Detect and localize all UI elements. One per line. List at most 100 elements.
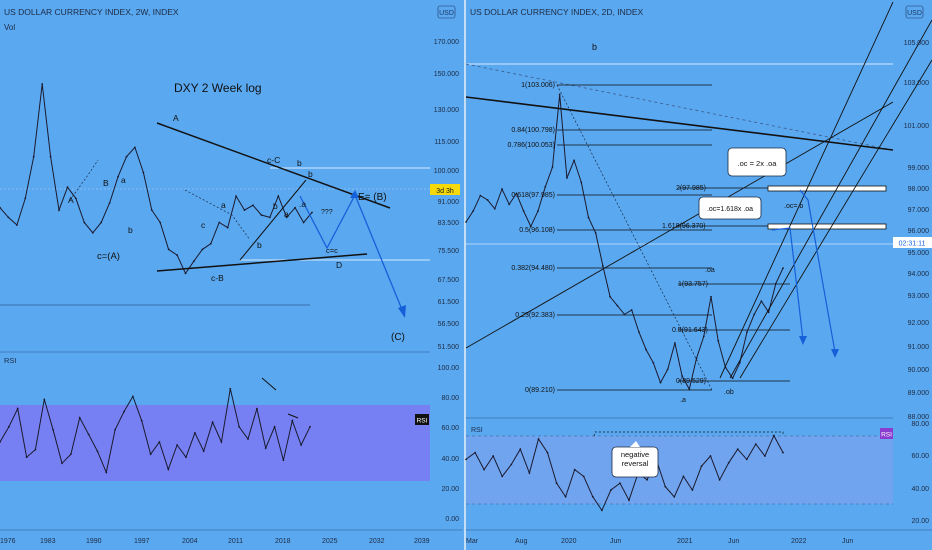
right-currency-badge[interactable]	[905, 5, 924, 19]
left-currency-badge[interactable]	[437, 5, 456, 19]
left-price-point	[302, 221, 305, 224]
right-price-axis[interactable]: 105.000 103.000 101.000 99.000 98.000 97…	[904, 40, 929, 421]
left-price-point	[75, 197, 77, 200]
left-rsi-point	[256, 407, 258, 410]
right-price-point	[486, 199, 489, 201]
channel-line[interactable]	[739, 59, 932, 379]
right-projection-arrowhead	[799, 336, 807, 345]
wave-label: a	[121, 175, 126, 185]
left-time-tick: 1976	[0, 538, 16, 545]
left-price-line	[0, 83, 313, 275]
right-price-point	[566, 177, 568, 179]
right-rsi-tick: 20.00	[911, 518, 929, 525]
left-rsi-point	[123, 410, 125, 413]
left-time-axis[interactable]: 1976 1983 1990 1997 2004 2011 2018 2025 …	[0, 538, 430, 545]
wave-label: B	[103, 178, 109, 188]
left-rsi-point	[0, 441, 1, 443]
right-price-tick: 96.000	[908, 228, 930, 235]
left-price-tick: 130.000	[434, 107, 459, 114]
left-rsi-point	[158, 441, 161, 443]
right-rsi-tick: 80.00	[911, 421, 929, 428]
left-rsi-point	[220, 441, 223, 443]
right-price-point	[515, 192, 518, 195]
callout-box[interactable]	[698, 196, 762, 220]
right-rsi-point	[764, 455, 766, 457]
right-rsi-axis[interactable]: 80.00 60.00 40.00 20.00	[911, 421, 929, 525]
left-price-point	[176, 254, 179, 256]
callout-box[interactable]	[727, 147, 787, 177]
left-price-point	[226, 226, 229, 229]
left-price-tick: 91.000	[438, 199, 460, 206]
left-price-point	[218, 221, 221, 224]
wave-label: .a	[299, 199, 306, 209]
left-time-tick: 2018	[275, 538, 291, 545]
left-time-tick: 1990	[86, 538, 102, 545]
right-price-tick: 103.000	[904, 80, 929, 87]
channel-line[interactable]	[729, 19, 932, 379]
channel-line[interactable]	[719, 1, 894, 379]
right-price-tick: 89.000	[908, 390, 930, 397]
wave-label: a	[284, 209, 289, 219]
ext-label: 1(93.757)	[678, 281, 708, 288]
left-wave-labels: A B a b c=(A) A a c b c-B c-C b a b .a b…	[68, 113, 405, 343]
target-zone-upper[interactable]	[767, 185, 887, 192]
left-rsi-point	[78, 416, 81, 419]
left-time-tick: 1997	[134, 538, 150, 545]
right-major-trendline[interactable]	[465, 96, 894, 151]
fib-diagonal	[556, 84, 713, 391]
right-rsi-series	[465, 434, 784, 512]
callout-text: .oc = 2x .oa	[738, 159, 778, 168]
right-long-trendline[interactable]	[465, 101, 894, 349]
wave-label: E= (B)	[358, 192, 387, 203]
left-price-tag	[430, 184, 460, 195]
left-channel-line[interactable]	[239, 179, 307, 261]
right-price-point	[594, 232, 597, 234]
right-rsi-point	[591, 495, 594, 498]
right-price-point	[717, 339, 720, 342]
left-price-tick: 83.500	[438, 220, 460, 227]
left-price-point	[7, 216, 10, 219]
right-price-point	[738, 361, 741, 364]
right-price-tick: 105.000	[904, 40, 929, 47]
left-price-tick: 115.000	[434, 139, 459, 146]
left-price-point	[24, 197, 27, 200]
right-rsi-tick: 60.00	[911, 453, 929, 460]
left-lower-trendline[interactable]	[156, 253, 368, 272]
fib-label: 0(89.210)	[525, 387, 555, 394]
left-price-axis[interactable]: 170.000 150.000 130.000 115.000 100.000 …	[434, 39, 459, 351]
wave-label: a	[221, 200, 226, 210]
right-price-tick: 95.000	[908, 250, 930, 257]
right-price-tick: 92.000	[908, 320, 930, 327]
left-wave-connector	[184, 189, 251, 241]
left-rsi-tick: 80.00	[441, 395, 459, 402]
right-rsi-label: RSI	[471, 427, 483, 434]
right-price-tick: 88.000	[908, 414, 930, 421]
right-time-tick: Aug	[515, 538, 528, 545]
left-price-point	[117, 175, 119, 178]
left-rsi-axis[interactable]: 100.00 80.00 60.00 40.00 20.00 0.00	[438, 365, 460, 523]
left-rsi-point	[282, 459, 285, 462]
wave-label: (C)	[391, 332, 405, 343]
right-time-tick: Jun	[610, 538, 621, 545]
left-price-tick: 51.500	[438, 344, 460, 351]
right-time-axis[interactable]: Mar Aug 2020 Jun 2021 Jun 2022 Jun	[466, 538, 853, 545]
left-rsi-point	[25, 456, 28, 459]
fib-label: 0.382(94.480)	[511, 265, 555, 272]
right-price-point	[731, 377, 734, 380]
left-rsi-point	[34, 448, 37, 451]
left-rsi-point	[43, 398, 46, 401]
wave-label: .oa	[705, 267, 715, 274]
wave-label: c-C	[267, 155, 280, 165]
left-time-tick: 2011	[228, 538, 243, 545]
fib-label: 1(103.006)	[521, 82, 555, 89]
right-price-point	[674, 342, 676, 344]
fib-label: 0.618(97.985)	[511, 192, 555, 199]
right-rsi-point	[673, 495, 676, 498]
left-rsi-point	[167, 468, 170, 471]
target-zone-lower[interactable]	[767, 223, 887, 230]
right-time-tick: Jun	[728, 538, 739, 545]
right-price-point	[652, 361, 655, 364]
left-upper-trendline[interactable]	[156, 122, 391, 209]
left-currency-badge-label: USD	[439, 10, 454, 17]
